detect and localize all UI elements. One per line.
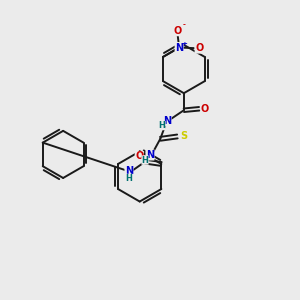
Text: -: - (183, 22, 186, 28)
Text: H: H (159, 121, 166, 130)
Text: N: N (125, 166, 133, 176)
Text: N: N (146, 150, 154, 160)
Text: O: O (173, 26, 182, 36)
Text: S: S (180, 131, 188, 142)
Text: N: N (175, 43, 183, 52)
Text: N: N (163, 116, 171, 126)
Text: +: + (182, 41, 188, 47)
Text: H: H (142, 155, 148, 164)
Text: O: O (195, 43, 203, 53)
Text: O: O (201, 104, 209, 114)
Text: H: H (125, 174, 132, 183)
Text: O: O (135, 151, 143, 161)
